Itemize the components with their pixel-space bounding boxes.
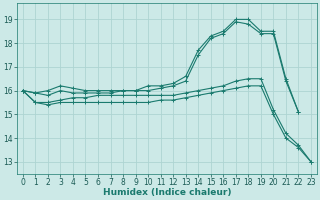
X-axis label: Humidex (Indice chaleur): Humidex (Indice chaleur) bbox=[103, 188, 231, 197]
